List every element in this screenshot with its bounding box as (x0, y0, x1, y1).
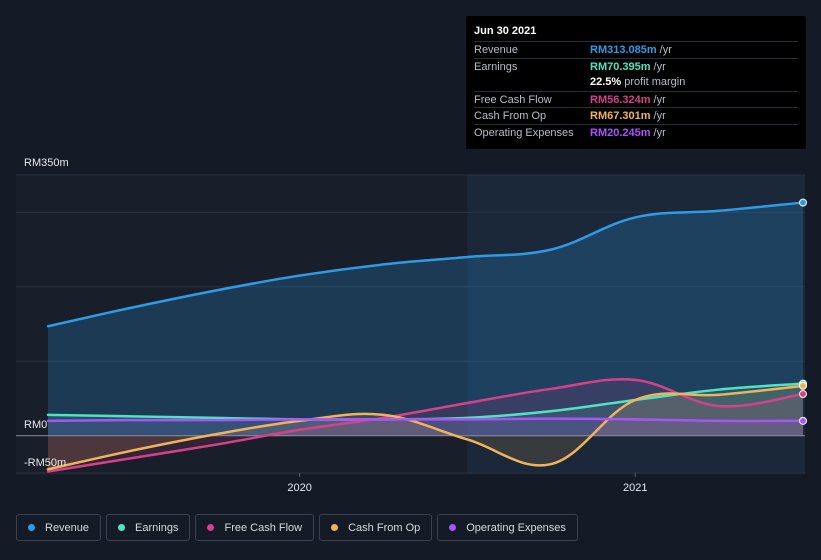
tooltip-label: Revenue (474, 44, 519, 56)
y-tick-label: RM0 (24, 419, 47, 431)
tooltip-row-cash-from-op: Cash From Op RM67.301m /yr (474, 107, 798, 124)
tooltip-label (474, 74, 590, 91)
x-axis-labels: 2020 2021 (287, 473, 647, 494)
legend-dot-icon (449, 524, 457, 531)
tooltip-value: RM70.395m (590, 60, 651, 73)
gridlines (16, 174, 805, 474)
line-cash-from-op (46, 384, 805, 471)
legend-label: Cash From Op (348, 521, 421, 534)
line-operating-expenses (46, 417, 805, 423)
legend: Revenue Earnings Free Cash Flow Cash Fro… (16, 514, 578, 541)
tooltip-row-free-cash-flow: Free Cash Flow RM56.324m /yr (474, 90, 798, 108)
legend-item-operating-expenses[interactable]: Operating Expenses (437, 514, 578, 541)
tooltip-value: RM313.085m (590, 44, 657, 56)
tooltip-unit: profit margin (624, 76, 686, 89)
legend-item-revenue[interactable]: Revenue (16, 514, 102, 541)
legend-item-cash-from-op[interactable]: Cash From Op (319, 514, 433, 541)
area-earnings (48, 383, 803, 436)
tooltip-row-profit-margin: 22.5% profit margin (474, 74, 798, 91)
legend-dot-icon (331, 524, 339, 531)
chart: RM350m RM0 -RM50m 2020 2021 (16, 157, 807, 494)
legend-label: Revenue (45, 521, 90, 534)
series-endpoints (799, 198, 807, 425)
y-axis-labels: RM350m RM0 -RM50m (24, 157, 69, 469)
x-tick-label: 2020 (287, 482, 311, 494)
tooltip-label: Earnings (474, 60, 518, 73)
tooltip-row-earnings: Earnings RM70.395m /yr (474, 57, 798, 75)
legend-label: Earnings (135, 521, 179, 534)
endpoint-operating-expenses (799, 416, 807, 425)
tooltip-row-operating-expenses: Operating Expenses RM20.245m /yr (474, 123, 798, 141)
endpoint-revenue (799, 198, 807, 207)
legend-dot-icon (207, 524, 215, 531)
legend-item-earnings[interactable]: Earnings (106, 514, 191, 541)
legend-label: Free Cash Flow (224, 521, 303, 534)
tooltip-value: RM56.324m (590, 93, 651, 106)
tooltip-unit: /yr (653, 110, 666, 123)
forecast-region (467, 175, 805, 473)
endpoint-cash-from-op (799, 381, 807, 390)
tooltip-value: RM20.245m (590, 126, 651, 139)
tooltip: Jun 30 2021 Revenue RM313.085m /yr Earni… (466, 16, 806, 149)
tooltip-value: RM67.301m (590, 110, 651, 123)
tooltip-unit: /yr (659, 44, 672, 56)
tooltip-unit: /yr (653, 60, 666, 73)
tooltip-row-revenue: Revenue RM313.085m /yr (474, 41, 798, 58)
series-lines (46, 201, 805, 473)
endpoint-free-cash-flow (799, 390, 807, 399)
legend-label: Operating Expenses (466, 521, 566, 534)
area-revenue (48, 202, 803, 436)
tooltip-date: Jun 30 2021 (474, 25, 537, 37)
line-revenue (46, 201, 805, 328)
legend-dot-icon (118, 524, 126, 531)
legend-dot-icon (28, 524, 35, 531)
tooltip-unit: /yr (653, 93, 666, 106)
tooltip-label: Free Cash Flow (474, 93, 552, 106)
legend-item-free-cash-flow[interactable]: Free Cash Flow (195, 514, 315, 541)
tooltip-value: 22.5% (590, 76, 622, 89)
tooltip-label: Cash From Op (474, 110, 547, 123)
x-tick-label: 2021 (623, 482, 647, 494)
y-tick-label: -RM50m (24, 457, 66, 469)
tooltip-label: Operating Expenses (474, 126, 574, 139)
tooltip-unit: /yr (653, 126, 666, 139)
area-cash-from-op (48, 385, 803, 470)
y-tick-label: RM350m (24, 157, 69, 169)
